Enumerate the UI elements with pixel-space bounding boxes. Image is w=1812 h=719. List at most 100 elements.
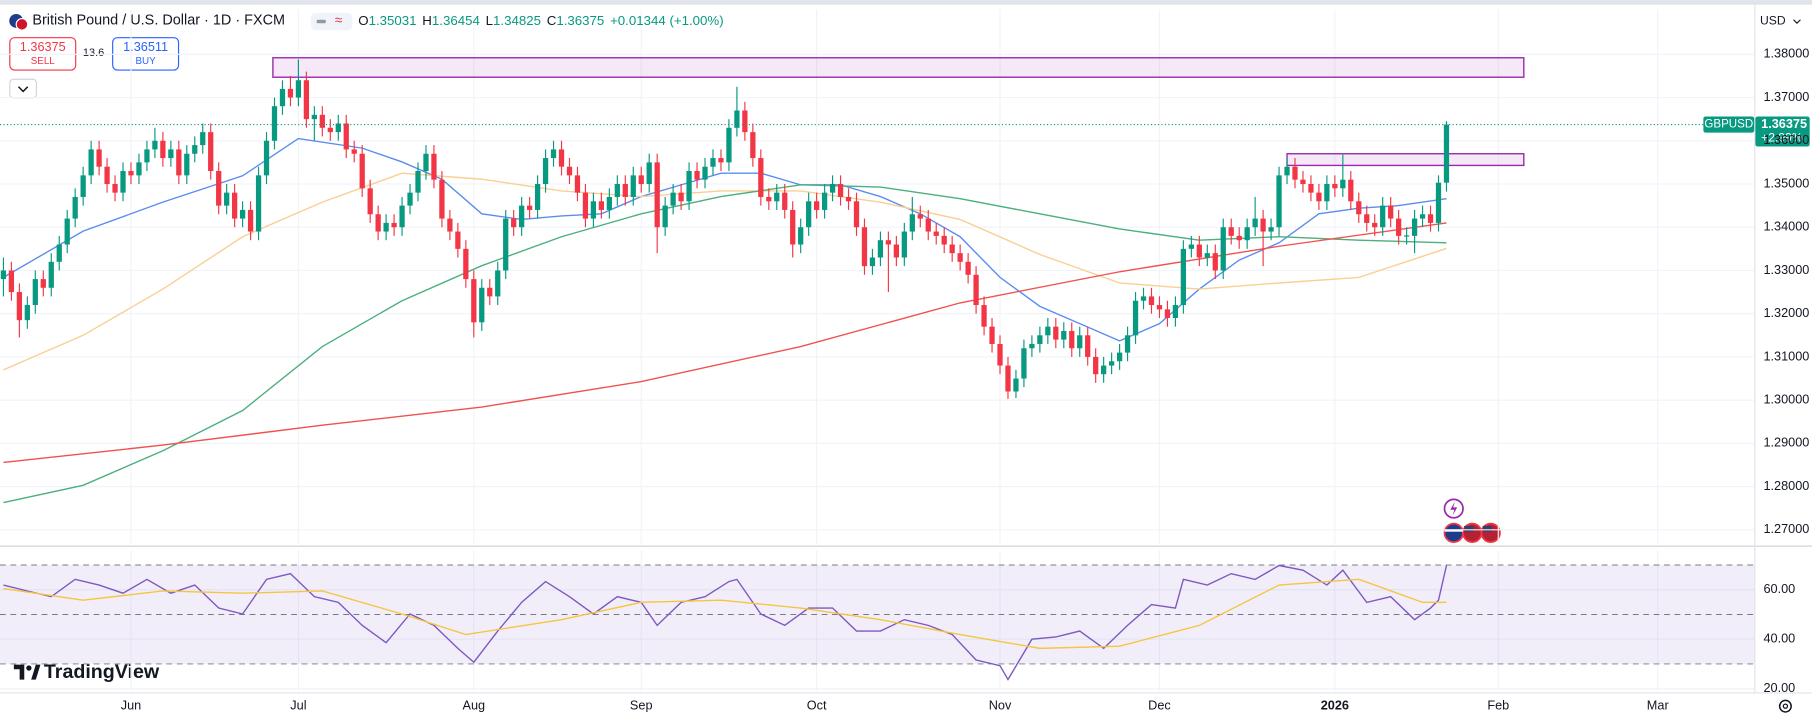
candle-body bbox=[1443, 124, 1450, 183]
currency-label: USD bbox=[1760, 14, 1786, 28]
candle-body bbox=[136, 162, 142, 176]
candle-body bbox=[1116, 352, 1123, 362]
symbol-tag bbox=[1703, 116, 1755, 133]
buy-label: BUY bbox=[136, 56, 157, 67]
candle-body bbox=[479, 287, 485, 323]
candle-body bbox=[343, 123, 349, 150]
candle-body bbox=[327, 127, 333, 133]
candle-body bbox=[399, 205, 405, 228]
legend-value: 1.36375 bbox=[556, 12, 604, 27]
candle-body bbox=[415, 171, 421, 193]
candle-body bbox=[120, 171, 126, 193]
candle-body bbox=[104, 166, 110, 184]
candle-body bbox=[80, 175, 86, 197]
candle-body bbox=[718, 158, 724, 163]
candle-body bbox=[742, 110, 748, 133]
candle-body bbox=[829, 183, 836, 193]
currency-selector[interactable]: USD bbox=[1755, 10, 1807, 33]
candle-body bbox=[1140, 296, 1147, 301]
event-icons[interactable] bbox=[1443, 498, 1501, 543]
x-tick-label: Oct bbox=[807, 698, 827, 713]
candle-body bbox=[224, 192, 230, 206]
candle-body bbox=[431, 153, 437, 180]
candle-body bbox=[216, 171, 222, 206]
candle-body bbox=[1021, 348, 1027, 379]
candle-body bbox=[1005, 365, 1011, 392]
candle-body bbox=[239, 209, 246, 219]
candle-body bbox=[622, 183, 628, 197]
candle-body bbox=[901, 231, 907, 258]
candle-body bbox=[790, 209, 796, 245]
y-tick-label: 1.37000 bbox=[1763, 89, 1809, 104]
header-buttons[interactable]: ≈ bbox=[310, 12, 353, 31]
candle-body bbox=[606, 196, 612, 210]
x-tick-label: Dec bbox=[1148, 698, 1171, 713]
candle-body bbox=[279, 88, 286, 107]
candle-body bbox=[1156, 305, 1163, 310]
candle-body bbox=[909, 214, 915, 232]
legend-change: +0.01344 (+1.00%) bbox=[610, 12, 724, 27]
settings-icon[interactable] bbox=[1778, 699, 1792, 713]
candle-body bbox=[40, 279, 46, 288]
price-tag bbox=[1755, 116, 1810, 147]
sell-price: 1.36375 bbox=[20, 39, 66, 54]
candle-body bbox=[184, 153, 190, 176]
candle-body bbox=[997, 343, 1003, 366]
candle-body bbox=[271, 106, 278, 141]
candle-body bbox=[542, 158, 549, 184]
candle-body bbox=[495, 270, 501, 297]
candle-body bbox=[1252, 218, 1258, 228]
candle-body bbox=[48, 261, 54, 288]
candle-body bbox=[1244, 227, 1250, 241]
candle-body bbox=[973, 274, 979, 306]
candle-body bbox=[1284, 166, 1290, 176]
candle-body bbox=[144, 149, 150, 163]
candle-body bbox=[885, 240, 892, 245]
candle-body bbox=[1108, 361, 1115, 366]
buy-price: 1.36511 bbox=[123, 39, 168, 54]
candle-body bbox=[646, 162, 652, 184]
candle-body bbox=[614, 183, 620, 197]
candle-body bbox=[1380, 205, 1386, 228]
candle-body bbox=[1388, 205, 1394, 219]
candle-body bbox=[582, 192, 589, 219]
candle-body bbox=[1419, 214, 1426, 219]
candle-body bbox=[351, 149, 357, 154]
candle-body bbox=[1435, 182, 1442, 223]
candle-body bbox=[375, 214, 381, 232]
candle-body bbox=[160, 140, 166, 159]
supply-zone bbox=[272, 57, 1525, 78]
candle-body bbox=[96, 149, 102, 167]
candle-body bbox=[128, 171, 134, 176]
candle-body bbox=[861, 227, 868, 267]
candle-body bbox=[662, 205, 668, 228]
candle-body bbox=[1077, 335, 1083, 349]
candle-body bbox=[750, 132, 756, 159]
candle-body bbox=[957, 253, 963, 262]
svg-text:≈: ≈ bbox=[335, 12, 343, 28]
candle-body bbox=[981, 305, 987, 327]
candle-body bbox=[702, 166, 708, 180]
candle-body bbox=[1228, 227, 1234, 236]
candle-body bbox=[686, 171, 692, 202]
candle-body bbox=[869, 257, 876, 267]
candle-body bbox=[359, 153, 365, 189]
collapse-button[interactable] bbox=[9, 78, 37, 99]
y-tick-label: 1.34000 bbox=[1763, 219, 1809, 234]
candle-body bbox=[933, 231, 939, 236]
candle-body bbox=[391, 222, 397, 228]
candle-body bbox=[654, 162, 660, 228]
y-tick-label: 1.33000 bbox=[1763, 262, 1809, 277]
candle-body bbox=[1053, 326, 1059, 340]
candle-body bbox=[1260, 218, 1266, 232]
candle-body bbox=[821, 192, 828, 210]
candle-body bbox=[295, 80, 302, 98]
candle-body bbox=[463, 248, 469, 280]
candle-body bbox=[1029, 343, 1035, 349]
candle-body bbox=[1132, 300, 1139, 336]
x-tick-label: Mar bbox=[1647, 698, 1670, 713]
chart-title: British Pound / U.S. Dollar · 1D · FXCM bbox=[32, 13, 285, 29]
candle-body bbox=[806, 201, 812, 228]
